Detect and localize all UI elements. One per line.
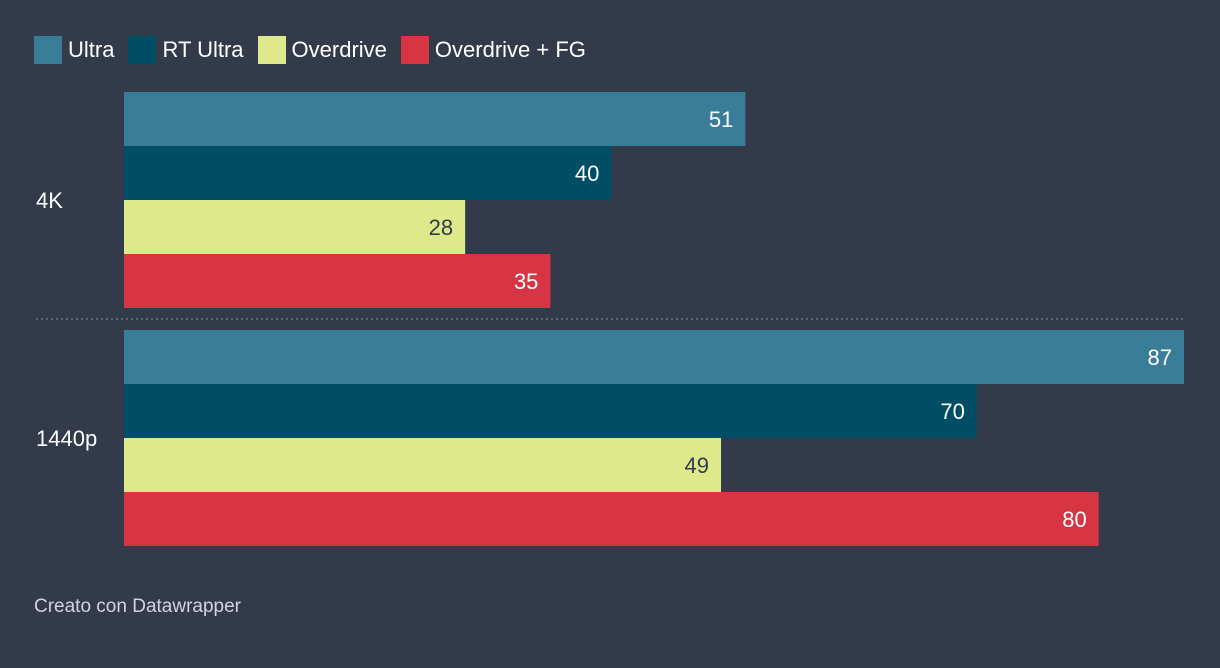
legend-label: Overdrive (291, 37, 387, 62)
legend-item-ultra: Ultra (34, 36, 114, 64)
category-label: 4K (36, 188, 63, 213)
bar-chart: 4K 51 40 28 35 1440p 87 70 49 80 (36, 92, 1184, 546)
bar (124, 254, 551, 308)
chart-legend: Ultra RT Ultra Overdrive Overdrive + FG (34, 34, 600, 66)
legend-swatch (34, 36, 62, 64)
bar-value-label: 51 (709, 107, 733, 132)
legend-label: Ultra (68, 37, 115, 62)
bar-value-label: 28 (429, 215, 453, 240)
bar (124, 492, 1099, 546)
bar (124, 200, 466, 254)
bar-value-label: 49 (685, 453, 709, 478)
bar-value-label: 40 (575, 161, 599, 186)
bar-value-label: 87 (1148, 345, 1172, 370)
bar (124, 146, 612, 200)
chart-credit: Creato con Datawrapper (34, 596, 241, 617)
bar (124, 384, 977, 438)
bar (124, 330, 1184, 384)
legend-swatch (400, 36, 429, 64)
legend-swatch (257, 36, 286, 64)
category-label: 1440p (36, 426, 97, 451)
legend-item-overdrive: Overdrive (257, 36, 387, 64)
bar (124, 438, 722, 492)
bar-value-label: 70 (940, 399, 964, 424)
bar-value-label: 35 (514, 269, 538, 294)
legend-label: RT Ultra (162, 37, 244, 62)
legend-item-overdrive-fg: Overdrive + FG (400, 36, 586, 64)
bar-value-label: 80 (1062, 507, 1086, 532)
legend-swatch (128, 36, 157, 64)
legend-item-rt-ultra: RT Ultra (128, 36, 244, 64)
legend-label: Overdrive + FG (434, 37, 586, 62)
bar (124, 92, 746, 146)
